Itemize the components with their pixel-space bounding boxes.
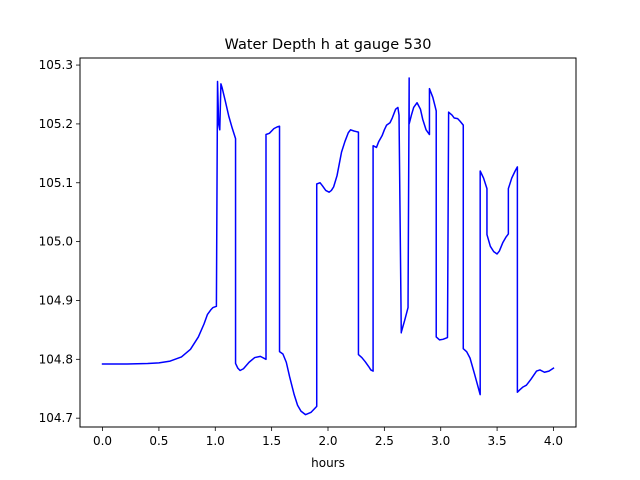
y-tick-label: 105.2 [39, 117, 73, 131]
x-axis: 0.0 0.5 1.0 1.5 2.0 2.5 3.0 3.5 4.0 [93, 427, 563, 448]
y-tick-label: 105.3 [39, 58, 73, 72]
x-tick-label: 4.0 [544, 434, 563, 448]
x-tick-label: 1.5 [262, 434, 281, 448]
x-tick-label: 1.0 [206, 434, 225, 448]
x-tick-label: 0.0 [93, 434, 112, 448]
x-tick-label: 2.5 [375, 434, 394, 448]
x-axis-label: hours [311, 456, 345, 470]
series-line-0 [101, 77, 555, 416]
chart-title: Water Depth h at gauge 530 [225, 37, 432, 53]
x-tick-label: 0.5 [149, 434, 168, 448]
y-tick-label: 105.1 [39, 176, 73, 190]
y-tick-label: 104.7 [39, 411, 73, 425]
x-tick-label: 3.0 [431, 434, 450, 448]
plot-area [101, 77, 555, 416]
y-tick-label: 105.0 [39, 235, 73, 249]
axes-frame [79, 57, 577, 428]
y-axis: 104.7 104.8 104.9 105.0 105.1 105.2 105.3 [39, 58, 80, 425]
x-tick-label: 2.0 [318, 434, 337, 448]
y-tick-label: 104.8 [39, 352, 73, 366]
y-tick-label: 104.9 [39, 293, 73, 307]
x-tick-label: 3.5 [488, 434, 507, 448]
